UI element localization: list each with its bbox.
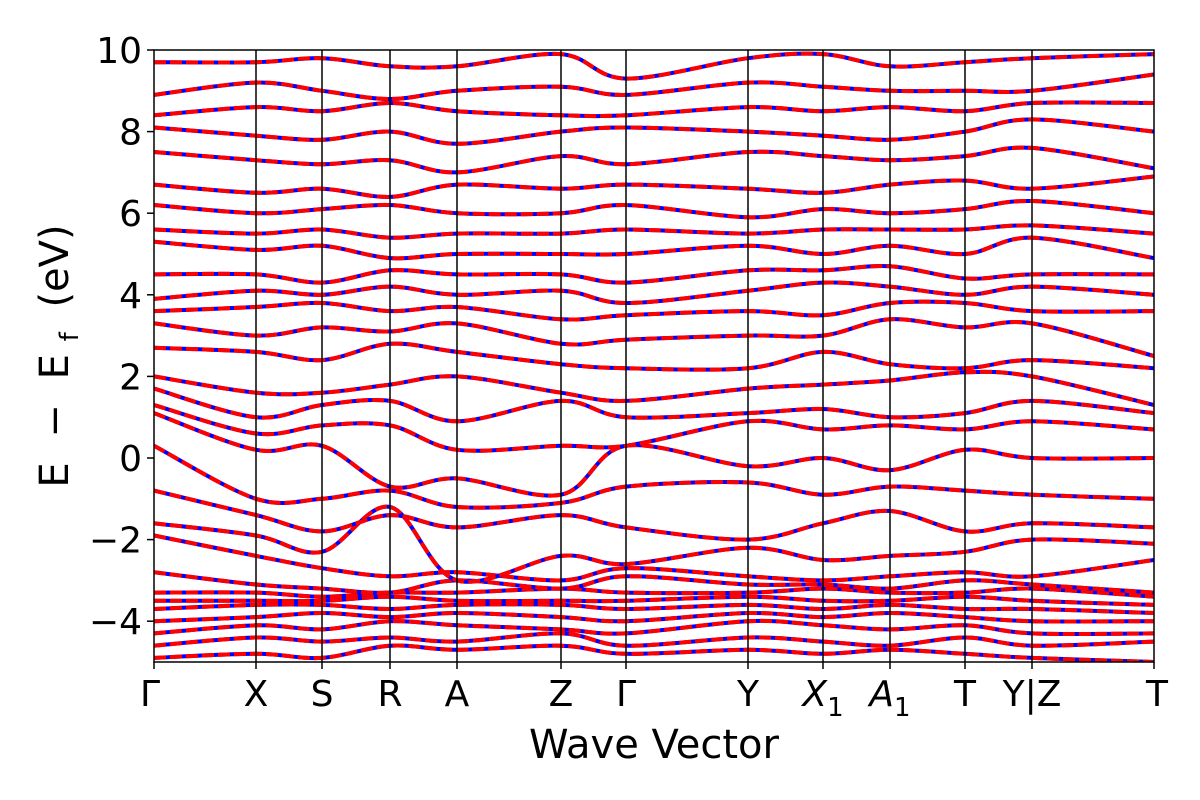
y-tick-label-2: 6 [119,194,142,235]
x-axis-ticks: Γ X S R A Z Γ Y X1 A1 T Y|Z T [140,662,1169,723]
x-tick-label-2: S [311,674,334,715]
y-axis-ticks: 10 8 6 4 2 0 −2 −4 [89,31,154,643]
x-tick-label-5: Z [549,674,574,715]
y-tick-label-6: −2 [89,521,142,562]
x-tick-label-8: X1 [800,674,843,723]
x-tick-label-10: T [953,674,977,715]
x-tick-label-11: Y|Z [1002,674,1062,715]
x-tick-label-4: A [445,674,470,715]
y-label-e: E [32,462,78,487]
x-tick-label-7: Y [736,674,760,715]
y-label-sub: f [55,331,85,341]
x-tick-label-9: A1 [867,674,910,723]
y-tick-label-0: 10 [96,31,142,72]
y-tick-label-3: 4 [119,276,142,317]
y-label-ef: E [32,354,78,379]
y-tick-label-5: 0 [119,439,142,480]
y-tick-label-7: −4 [89,602,142,643]
x-tick-label-6: Γ [616,674,636,715]
y-axis-label: E − E f (eV) [32,224,88,487]
x-tick-label-1: X [244,674,269,715]
y-label-unit: (eV) [32,224,78,307]
x-tick-label-0: Γ [140,674,160,715]
plot-frame [153,49,1155,663]
y-tick-label-1: 8 [119,113,142,154]
y-tick-label-4: 2 [119,357,142,398]
y-label-minus: − [32,404,78,438]
kpoint-divider-lines [255,50,1033,662]
x-axis-label: Wave Vector [529,722,780,768]
x-tick-label-12: T [1145,674,1169,715]
x-tick-label-3: R [377,674,402,715]
